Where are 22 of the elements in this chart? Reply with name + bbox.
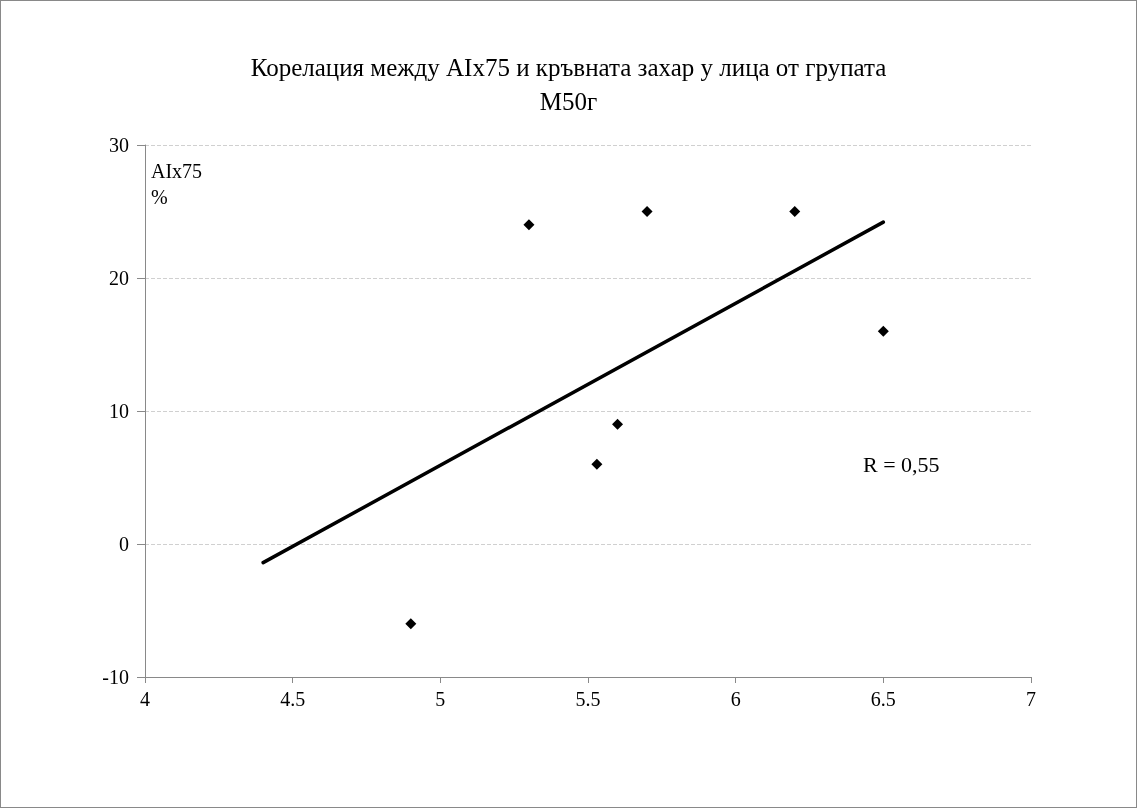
x-tick-label: 7 (1026, 688, 1036, 710)
x-tick-label: 6.5 (870, 688, 896, 710)
y-axis-title: AIx75 % (151, 160, 203, 208)
point (523, 219, 535, 231)
x-tick-label: 6 (730, 688, 741, 710)
point (877, 325, 889, 337)
x-tick-label: 5 (435, 688, 446, 710)
point (789, 206, 801, 217)
y-tick-label: 0 (119, 533, 129, 555)
y-tick-label: -10 (102, 666, 129, 688)
y-tick-label: 30 (109, 134, 129, 156)
x-tick-label: 4 (140, 688, 150, 710)
y-tick-label: 20 (109, 267, 129, 289)
y-tick-label: 10 (109, 400, 129, 422)
x-tick-label: 5.5 (575, 688, 601, 710)
point (591, 458, 603, 470)
x-tick-label: 4.5 (280, 688, 306, 710)
annotation: R = 0,55 (863, 451, 940, 477)
point (612, 418, 624, 430)
chart-title: Корелация между AIx75 и кръвната захар у лица от групата М50г (250, 53, 887, 115)
point (641, 206, 653, 217)
point (405, 618, 417, 630)
